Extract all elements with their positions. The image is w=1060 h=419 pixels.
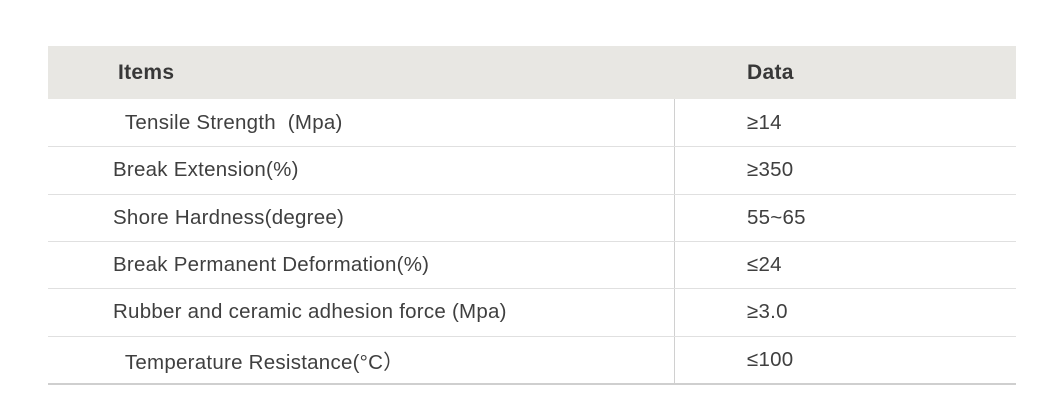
- item-cell: Rubber and ceramic adhesion force (Mpa): [113, 300, 507, 324]
- table-row: Break Permanent Deformation(%) ≤24: [48, 240, 1016, 289]
- data-cell: ≤100: [674, 336, 1016, 383]
- table-row: Temperature Resistance(°C） ≤100: [48, 335, 1016, 383]
- data-cell: ≥3.0: [674, 289, 1016, 336]
- data-cell: ≤24: [674, 241, 1016, 289]
- data-cell: ≥14: [674, 99, 1016, 147]
- item-cell: Temperature Resistance(°C）: [113, 350, 404, 374]
- item-cell: Shore Hardness(degree): [113, 205, 345, 229]
- table-row: Shore Hardness(degree) 55~65: [48, 193, 1016, 241]
- spec-table: Items Data Tensile Strength (Mpa) ≥14 Br…: [48, 46, 1016, 385]
- item-cell: Break Extension(%): [113, 158, 299, 182]
- table-header: Items Data: [48, 46, 1016, 99]
- table-row: Tensile Strength (Mpa) ≥14: [48, 99, 1016, 147]
- data-cell: ≥350: [674, 147, 1016, 194]
- table-row: Break Extension(%) ≥350: [48, 146, 1016, 194]
- column-header-items: Items: [118, 60, 175, 84]
- column-header-data: Data: [747, 60, 794, 84]
- data-cell: 55~65: [674, 194, 1016, 241]
- table-body: Tensile Strength (Mpa) ≥14 Break Extensi…: [48, 99, 1016, 383]
- item-cell: Tensile Strength (Mpa): [113, 110, 343, 134]
- table-row: Rubber and ceramic adhesion force (Mpa) …: [48, 288, 1016, 336]
- item-cell: Break Permanent Deformation(%): [113, 253, 430, 277]
